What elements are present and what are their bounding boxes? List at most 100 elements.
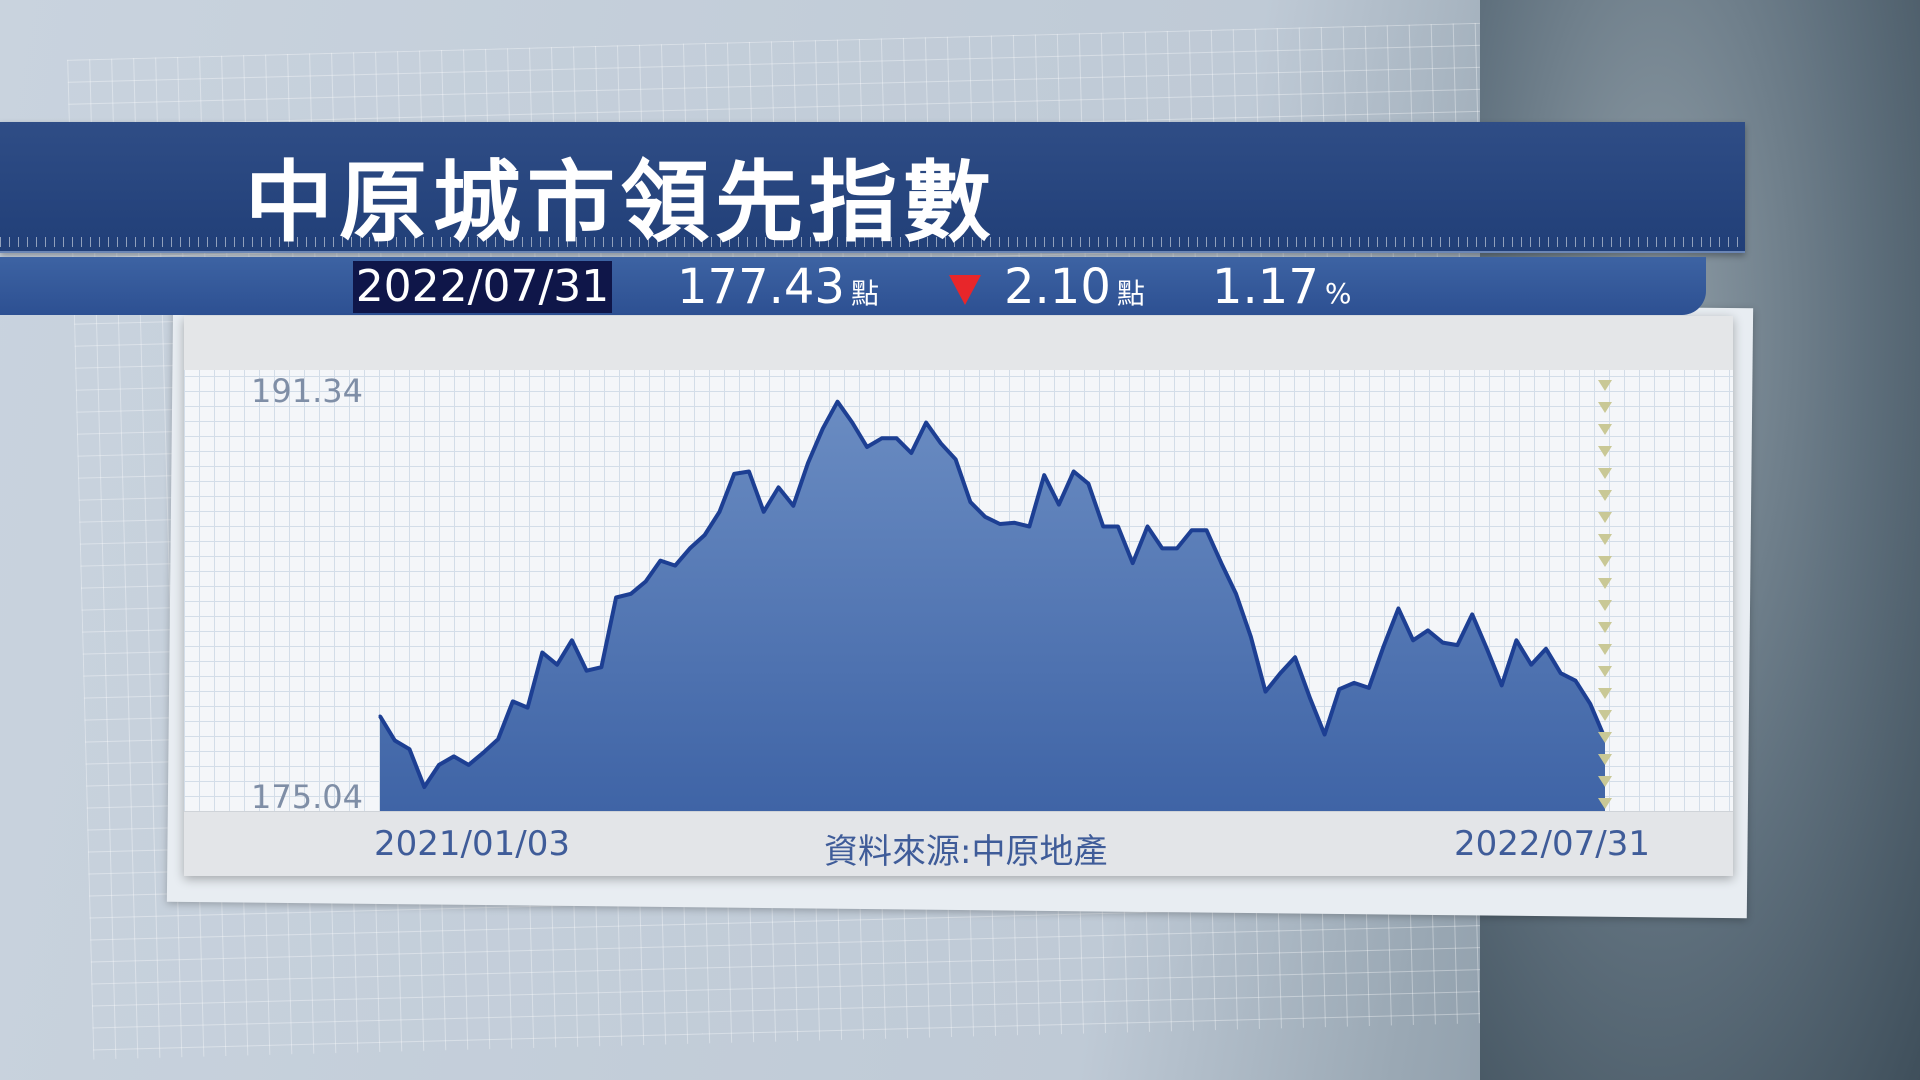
marker-triangle-icon	[1598, 732, 1612, 743]
data-point	[688, 546, 692, 550]
data-point	[983, 515, 987, 519]
marker-triangle-icon	[1598, 798, 1612, 809]
date-badge: 2022/07/31	[353, 261, 612, 313]
data-point	[511, 699, 515, 703]
index-value-number: 177.43	[677, 259, 845, 315]
ruler-ticks	[0, 237, 1745, 247]
data-point	[821, 427, 825, 431]
data-point	[1072, 469, 1076, 473]
marker-triangle-icon	[1598, 710, 1612, 721]
x-tick-start: 2021/01/03	[374, 824, 570, 864]
data-point	[452, 754, 456, 758]
marker-triangle-icon	[1598, 776, 1612, 787]
data-point	[998, 522, 1002, 526]
percent-unit: %	[1324, 277, 1352, 310]
data-point	[1042, 473, 1046, 477]
data-point	[717, 510, 721, 514]
data-point	[703, 533, 707, 537]
data-point	[909, 451, 913, 455]
data-point	[939, 441, 943, 445]
data-point	[1426, 628, 1430, 632]
marker-triangle-icon	[1598, 644, 1612, 655]
data-point	[599, 665, 603, 669]
series-line	[378, 399, 1607, 789]
data-point	[1249, 635, 1253, 639]
data-point	[408, 747, 412, 751]
data-point	[1544, 647, 1548, 651]
data-point	[1559, 671, 1563, 675]
data-point	[1234, 592, 1238, 596]
data-point	[1219, 561, 1223, 565]
data-point	[496, 737, 500, 741]
data-point	[762, 510, 766, 514]
data-point	[968, 500, 972, 504]
data-point	[1396, 606, 1400, 610]
data-point	[747, 469, 751, 473]
change-number: 2.10	[1004, 259, 1111, 315]
data-point	[776, 485, 780, 489]
data-point	[791, 504, 795, 508]
paper-top-band	[184, 316, 1733, 370]
data-point	[1367, 686, 1371, 690]
data-point	[1337, 687, 1341, 691]
data-point	[526, 706, 530, 710]
data-point	[1190, 528, 1194, 532]
chart-footer: 2021/01/03 資料來源:中原地產 2022/07/31	[184, 811, 1733, 876]
data-point	[1352, 681, 1356, 685]
data-point	[673, 564, 677, 568]
data-point	[658, 559, 662, 563]
marker-triangle-icon	[1598, 622, 1612, 633]
marker-triangle-icon	[1598, 556, 1612, 567]
marker-triangle-icon	[1598, 424, 1612, 435]
marker-triangle-icon	[1598, 754, 1612, 765]
data-point	[836, 400, 840, 404]
change-unit: 點	[1116, 277, 1145, 310]
data-point	[1323, 732, 1327, 736]
stats-bar: 2022/07/31 177.43 點 2.10 點 1.17%	[0, 257, 1706, 315]
data-point	[1160, 546, 1164, 550]
data-point	[555, 663, 559, 667]
data-point	[1573, 679, 1577, 683]
data-point	[1057, 503, 1061, 507]
marker-triangle-icon	[1598, 578, 1612, 589]
data-point	[806, 461, 810, 465]
data-point	[644, 580, 648, 584]
data-point	[1145, 525, 1149, 529]
data-point	[437, 763, 441, 767]
area-fill	[380, 401, 1605, 811]
data-point	[1441, 641, 1445, 645]
data-point	[481, 751, 485, 755]
data-point	[1205, 528, 1209, 532]
marker-triangle-icon	[1598, 534, 1612, 545]
data-point	[629, 592, 633, 596]
source-label: 資料來源:中原地產	[824, 832, 1108, 872]
data-point	[732, 472, 736, 476]
data-point	[1470, 612, 1474, 616]
data-point	[393, 738, 397, 742]
down-triangle-icon	[949, 275, 981, 305]
data-point	[1411, 638, 1415, 642]
data-point	[1027, 525, 1031, 529]
title-banner: 中原城市領先指數	[0, 122, 1745, 254]
data-point	[924, 421, 928, 425]
data-point	[954, 457, 958, 461]
data-point	[850, 421, 854, 425]
data-point	[880, 436, 884, 440]
data-point	[1293, 655, 1297, 659]
data-point	[378, 714, 382, 718]
change-percent: 1.17%	[1212, 257, 1351, 324]
y-tick-max: 191.34	[251, 372, 363, 410]
data-point	[1308, 696, 1312, 700]
data-point	[1086, 482, 1090, 486]
data-point	[1116, 525, 1120, 529]
marker-triangle-icon	[1598, 688, 1612, 699]
marker-triangle-icon	[1598, 446, 1612, 457]
marker-triangle-icon	[1598, 490, 1612, 501]
data-point	[1278, 671, 1282, 675]
data-point	[1175, 546, 1179, 550]
index-value-unit: 點	[850, 277, 879, 310]
marker-triangle-icon	[1598, 666, 1612, 677]
marker-triangle-icon	[1598, 402, 1612, 413]
data-point	[1588, 702, 1592, 706]
